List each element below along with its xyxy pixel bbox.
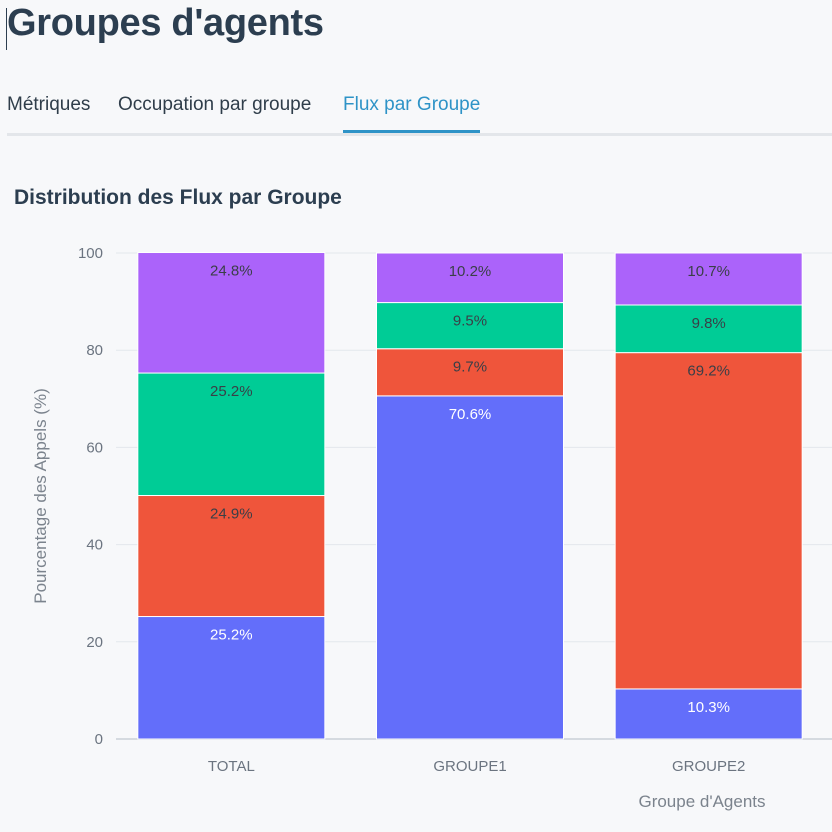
bar-value-label: 10.3%: [687, 699, 730, 716]
bar-segment: [376, 395, 564, 740]
y-tick-label: 0: [95, 731, 103, 748]
bar-value-label: 10.7%: [687, 263, 730, 280]
y-axis-title: Pourcentage des Appels (%): [31, 388, 50, 603]
bar-segment: [137, 252, 326, 374]
y-tick-label: 40: [86, 537, 103, 554]
bar-segment: [614, 688, 803, 740]
bar-value-label: 25.2%: [210, 627, 253, 644]
bar-segment: [614, 352, 803, 690]
bar-segment: [376, 252, 564, 304]
page-title: Groupes d'agents: [7, 2, 324, 44]
bar-value-label: 9.7%: [453, 359, 487, 376]
section-title: Distribution des Flux par Groupe: [14, 186, 342, 209]
y-tick-label: 20: [86, 634, 103, 651]
bar-value-label: 69.2%: [687, 363, 730, 380]
x-tick-label: GROUPE2: [672, 758, 745, 775]
tab-metriques[interactable]: Métriques: [7, 94, 91, 115]
bar-segment: [137, 616, 326, 740]
bar-value-label: 25.2%: [210, 383, 253, 400]
bar-segment: [137, 372, 326, 497]
tab-occupation-par-groupe[interactable]: Occupation par groupe: [118, 94, 312, 115]
bar-value-label: 24.9%: [210, 506, 253, 523]
tab-flux-par-groupe[interactable]: Flux par Groupe: [343, 94, 481, 133]
text-cursor: [6, 8, 7, 50]
bar-segment: [614, 252, 803, 306]
bar-value-label: 9.5%: [453, 313, 487, 330]
bar-segment: [376, 302, 564, 350]
x-tick-label: GROUPE1: [433, 758, 506, 775]
bar-segment: [137, 495, 326, 618]
y-tick-label: 60: [86, 439, 103, 456]
bar-value-label: 70.6%: [449, 406, 492, 423]
y-tick-label: 100: [78, 245, 103, 262]
bar-value-label: 10.2%: [449, 263, 492, 280]
tab-bar: Métriques Occupation par groupe Flux par…: [0, 88, 832, 140]
bar-segment: [614, 304, 803, 354]
x-axis-title: Groupe d'Agents: [638, 792, 765, 811]
y-tick-label: 80: [86, 342, 103, 359]
x-tick-label: TOTAL: [208, 758, 255, 775]
tabs-divider: [7, 133, 832, 136]
bar-value-label: 24.8%: [210, 263, 253, 280]
bar-value-label: 9.8%: [692, 315, 726, 332]
